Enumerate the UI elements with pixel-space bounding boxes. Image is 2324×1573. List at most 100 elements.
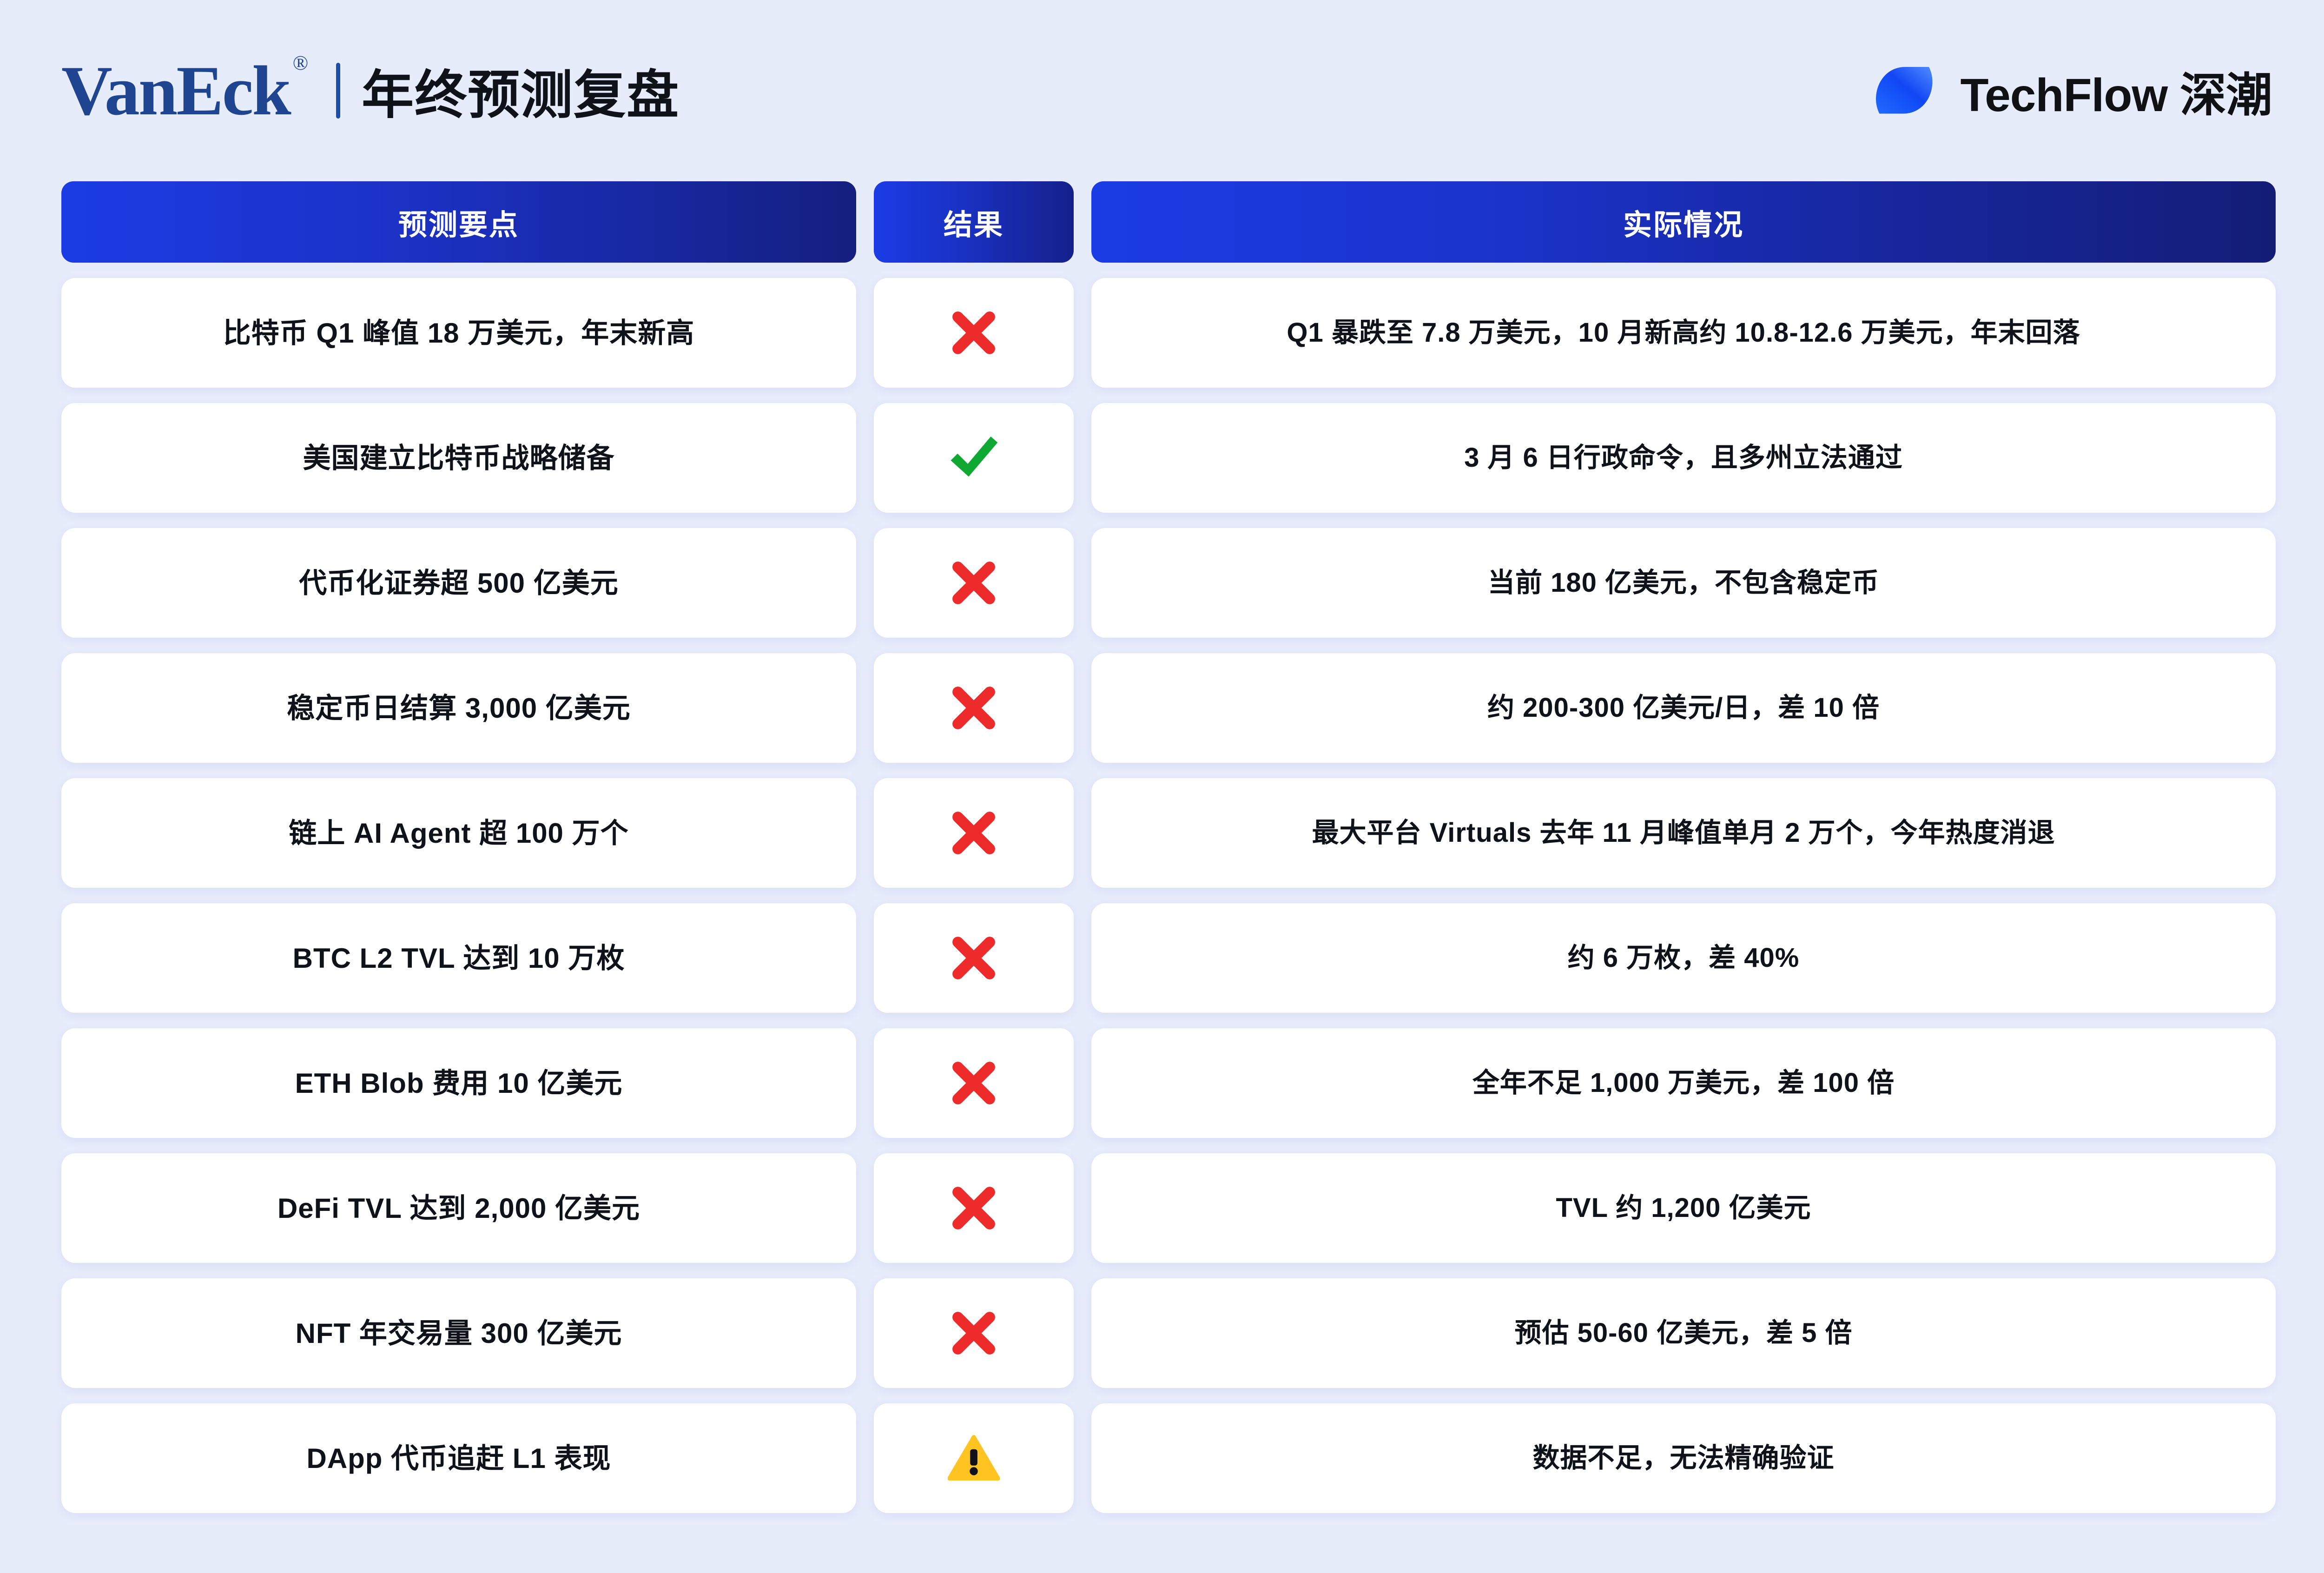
warning-icon: [948, 1435, 1000, 1481]
prediction-text: 美国建立比特币战略储备: [303, 442, 615, 474]
actual-card: 预估 50-60 亿美元，差 5 倍: [1091, 1278, 2276, 1388]
actual-text: 预估 50-60 亿美元，差 5 倍: [1514, 1317, 1853, 1348]
column-header-result: 结果: [874, 181, 1074, 263]
prediction-card: NFT 年交易量 300 亿美元: [61, 1278, 856, 1388]
prediction-card: DeFi TVL 达到 2,000 亿美元: [61, 1153, 856, 1263]
prediction-card: 稳定币日结算 3,000 亿美元: [61, 653, 856, 763]
cell-prediction: 美国建立比特币战略储备: [61, 403, 856, 513]
table-row: ETH Blob 费用 10 亿美元 全年不足 1,000 万美元，差 100 倍: [61, 1028, 2276, 1138]
actual-card: 约 200-300 亿美元/日，差 10 倍: [1091, 653, 2276, 763]
prediction-text: DeFi TVL 达到 2,000 亿美元: [277, 1192, 640, 1224]
brand-divider: [336, 63, 341, 119]
actual-text: 数据不足，无法精确验证: [1532, 1442, 1835, 1473]
prediction-card: 代币化证券超 500 亿美元: [61, 528, 856, 638]
cell-result: [874, 778, 1074, 888]
actual-text: TVL 约 1,200 亿美元: [1556, 1192, 1811, 1223]
actual-card: 最大平台 Virtuals 去年 11 月峰值单月 2 万个，今年热度消退: [1091, 778, 2276, 888]
cell-result: [874, 903, 1074, 1013]
column-header-prediction: 预测要点: [61, 181, 856, 263]
prediction-text: DApp 代币追赶 L1 表现: [306, 1442, 611, 1474]
actual-text: 全年不足 1,000 万美元，差 100 倍: [1472, 1067, 1895, 1098]
actual-card: 全年不足 1,000 万美元，差 100 倍: [1091, 1028, 2276, 1138]
cell-result: [874, 278, 1074, 388]
cross-icon: [952, 937, 995, 979]
cross-icon: [952, 1187, 995, 1229]
registered-trademark-icon: ®: [292, 52, 309, 75]
prediction-text: BTC L2 TVL 达到 10 万枚: [292, 942, 625, 974]
column-header-actual: 实际情况: [1091, 181, 2276, 263]
result-card: [874, 528, 1074, 638]
result-card: [874, 403, 1074, 513]
table-row: NFT 年交易量 300 亿美元 预估 50-60 亿美元，差 5 倍: [61, 1278, 2276, 1388]
cell-actual: 约 6 万枚，差 40%: [1091, 903, 2276, 1013]
cell-actual: 当前 180 亿美元，不包含稳定币: [1091, 528, 2276, 638]
cell-prediction: DApp 代币追赶 L1 表现: [61, 1403, 856, 1513]
cell-prediction: DeFi TVL 达到 2,000 亿美元: [61, 1153, 856, 1263]
prediction-card: BTC L2 TVL 达到 10 万枚: [61, 903, 856, 1013]
header-col-actual: 实际情况: [1091, 181, 2276, 263]
cell-actual: 预估 50-60 亿美元，差 5 倍: [1091, 1278, 2276, 1388]
page-header: VanEck ® 年终预测复盘 TechFlow 深潮: [0, 0, 2324, 181]
result-card: [874, 278, 1074, 388]
cell-actual: 最大平台 Virtuals 去年 11 月峰值单月 2 万个，今年热度消退: [1091, 778, 2276, 888]
actual-card: Q1 暴跌至 7.8 万美元，10 月新高约 10.8-12.6 万美元，年末回…: [1091, 278, 2276, 388]
cell-result: [874, 403, 1074, 513]
prediction-text: 链上 AI Agent 超 100 万个: [289, 817, 629, 849]
cell-prediction: 比特币 Q1 峰值 18 万美元，年末新高: [61, 278, 856, 388]
techflow-leaf-icon: [1875, 67, 1932, 114]
cell-actual: 3 月 6 日行政命令，且多州立法通过: [1091, 403, 2276, 513]
cross-icon: [952, 1062, 995, 1104]
techflow-wordmark: TechFlow 深潮: [1960, 69, 2272, 121]
prediction-card: ETH Blob 费用 10 亿美元: [61, 1028, 856, 1138]
actual-card: TVL 约 1,200 亿美元: [1091, 1153, 2276, 1263]
vaneck-wordmark: VanEck: [61, 52, 291, 130]
cell-result: [874, 1028, 1074, 1138]
result-card: [874, 1403, 1074, 1513]
cell-actual: Q1 暴跌至 7.8 万美元，10 月新高约 10.8-12.6 万美元，年末回…: [1091, 278, 2276, 388]
result-card: [874, 1028, 1074, 1138]
prediction-text: ETH Blob 费用 10 亿美元: [295, 1067, 623, 1099]
result-card: [874, 778, 1074, 888]
cross-icon: [952, 1312, 995, 1355]
cross-icon: [952, 311, 995, 354]
actual-card: 3 月 6 日行政命令，且多州立法通过: [1091, 403, 2276, 513]
prediction-card: 比特币 Q1 峰值 18 万美元，年末新高: [61, 278, 856, 388]
table-row: 美国建立比特币战略储备 3 月 6 日行政命令，且多州立法通过: [61, 403, 2276, 513]
cell-prediction: BTC L2 TVL 达到 10 万枚: [61, 903, 856, 1013]
cell-result: [874, 1278, 1074, 1388]
actual-text: 约 200-300 亿美元/日，差 10 倍: [1487, 692, 1880, 723]
page-title: 年终预测复盘: [362, 66, 680, 124]
cell-prediction: 链上 AI Agent 超 100 万个: [61, 778, 856, 888]
result-card: [874, 1153, 1074, 1263]
table-row: 稳定币日结算 3,000 亿美元 约 200-300 亿美元/日，差 10 倍: [61, 653, 2276, 763]
result-card: [874, 1278, 1074, 1388]
cell-result: [874, 1403, 1074, 1513]
prediction-card: 链上 AI Agent 超 100 万个: [61, 778, 856, 888]
table-row: DeFi TVL 达到 2,000 亿美元 TVL 约 1,200 亿美元: [61, 1153, 2276, 1263]
cell-prediction: NFT 年交易量 300 亿美元: [61, 1278, 856, 1388]
table-header-row: 预测要点 结果 实际情况: [61, 181, 2276, 263]
actual-card: 约 6 万枚，差 40%: [1091, 903, 2276, 1013]
cell-result: [874, 1153, 1074, 1263]
brand-lockup-left: VanEck ® 年终预测复盘: [61, 53, 680, 128]
table-row: 代币化证券超 500 亿美元 当前 180 亿美元，不包含稳定币: [61, 528, 2276, 638]
prediction-text: NFT 年交易量 300 亿美元: [295, 1317, 622, 1349]
table-row: BTC L2 TVL 达到 10 万枚 约 6 万枚，差 40%: [61, 903, 2276, 1013]
prediction-card: 美国建立比特币战略储备: [61, 403, 856, 513]
actual-card: 数据不足，无法精确验证: [1091, 1403, 2276, 1513]
cell-actual: 约 200-300 亿美元/日，差 10 倍: [1091, 653, 2276, 763]
cross-icon: [952, 562, 995, 604]
table-row: 链上 AI Agent 超 100 万个 最大平台 Virtuals 去年 11 …: [61, 778, 2276, 888]
table-row: 比特币 Q1 峰值 18 万美元，年末新高 Q1 暴跌至 7.8 万美元，10 月…: [61, 278, 2276, 388]
prediction-text: 比特币 Q1 峰值 18 万美元，年末新高: [223, 317, 695, 349]
cell-actual: 全年不足 1,000 万美元，差 100 倍: [1091, 1028, 2276, 1138]
prediction-text: 代币化证券超 500 亿美元: [299, 567, 619, 599]
table-body: 比特币 Q1 峰值 18 万美元，年末新高 Q1 暴跌至 7.8 万美元，10 月…: [61, 278, 2276, 1513]
actual-text: 约 6 万枚，差 40%: [1567, 942, 1800, 973]
cell-result: [874, 528, 1074, 638]
cell-result: [874, 653, 1074, 763]
actual-text: 当前 180 亿美元，不包含稳定币: [1487, 567, 1879, 598]
cross-icon: [952, 812, 995, 854]
header-col-result: 结果: [874, 181, 1074, 263]
cell-prediction: 稳定币日结算 3,000 亿美元: [61, 653, 856, 763]
